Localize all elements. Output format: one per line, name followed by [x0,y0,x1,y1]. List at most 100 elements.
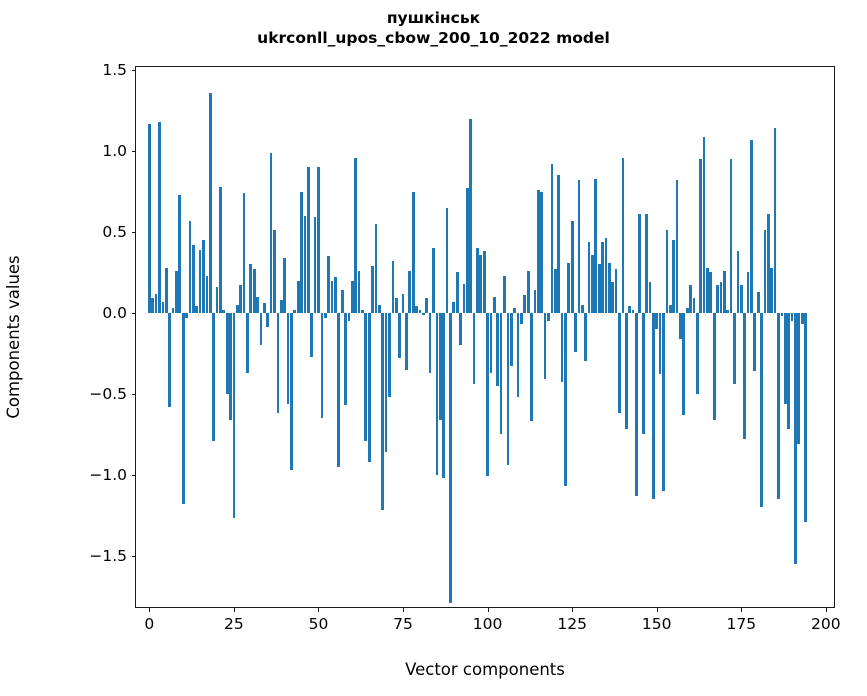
bar [252,269,256,313]
bar [580,304,584,313]
bar [256,296,259,313]
x-tick-label: 50 [308,615,329,633]
bar [283,257,286,313]
y-tick-label: 0.5 [102,223,127,242]
bar [290,312,293,470]
bar [148,123,151,313]
bar [202,240,205,313]
bar [374,223,378,313]
bar [293,309,297,313]
x-tick-label: 125 [557,615,587,633]
bar [350,280,354,313]
bar [371,266,374,313]
x-tick-label: 25 [224,615,244,633]
bar [235,304,239,313]
bar [306,167,310,313]
x-tick-mark [233,607,235,612]
bar [692,298,696,313]
x-tick-mark [403,607,405,612]
bar [689,285,692,313]
bar [222,309,226,313]
bar [384,312,388,453]
bar [797,312,801,444]
chart-title-line-1: пушкінськ [386,9,481,27]
bar [239,285,243,313]
x-tick-label: 0 [144,615,155,633]
bar [486,312,489,477]
bar [279,299,283,313]
bar [323,312,327,318]
bar [509,312,513,367]
bar [648,282,652,313]
x-tick-mark [656,607,658,612]
bar [398,312,401,359]
bar [540,191,544,313]
bar [739,285,743,313]
bar [766,214,770,313]
bar [425,298,429,313]
bar [208,92,212,313]
bar [736,251,740,313]
bar [773,128,777,313]
bar [729,159,733,313]
bar [171,308,175,313]
bar [215,287,219,313]
bar [269,152,273,313]
bar [597,264,601,313]
bar [493,296,496,313]
bar [506,312,510,465]
bar [699,159,703,313]
bar [543,312,547,380]
bar [455,272,459,313]
bar [334,277,337,313]
bar [178,194,182,313]
bar [560,312,564,383]
bar [212,312,215,441]
y-tick-mark [131,151,136,153]
bar [452,301,456,313]
bar [550,164,554,313]
bar [205,275,209,313]
bar [405,312,408,370]
bar [158,122,161,313]
bar [804,312,807,522]
bar [601,241,604,313]
bar [276,312,280,414]
bar [702,136,706,313]
bar [668,304,672,313]
bar [628,306,632,313]
bar [516,312,520,398]
bar [624,312,628,430]
bar [790,312,794,321]
bar [164,267,168,313]
bar [361,309,364,313]
bar [591,254,594,313]
y-tick-mark [131,393,136,395]
bar [658,312,662,375]
bar [723,270,726,313]
bar [327,256,330,313]
bar [303,215,307,313]
bar [665,230,669,313]
y-tick-mark [131,312,136,314]
bar [641,312,645,435]
bar [263,303,266,313]
bar [459,312,462,346]
bar [479,254,483,313]
bar [445,207,449,313]
bar [621,157,625,313]
bar [151,298,155,313]
bar [530,312,533,422]
bar [476,248,479,313]
bar [154,293,158,313]
chart-title-line-2: ukrconll_upos_cbow_200_10_2022 model [257,29,610,47]
bar [394,298,398,313]
bar [428,312,432,373]
bar [635,312,638,496]
x-tick-label: 150 [641,615,672,633]
y-tick-label: −1.5 [89,546,127,565]
bar [357,270,361,313]
bar [391,261,395,313]
bar [760,312,763,508]
